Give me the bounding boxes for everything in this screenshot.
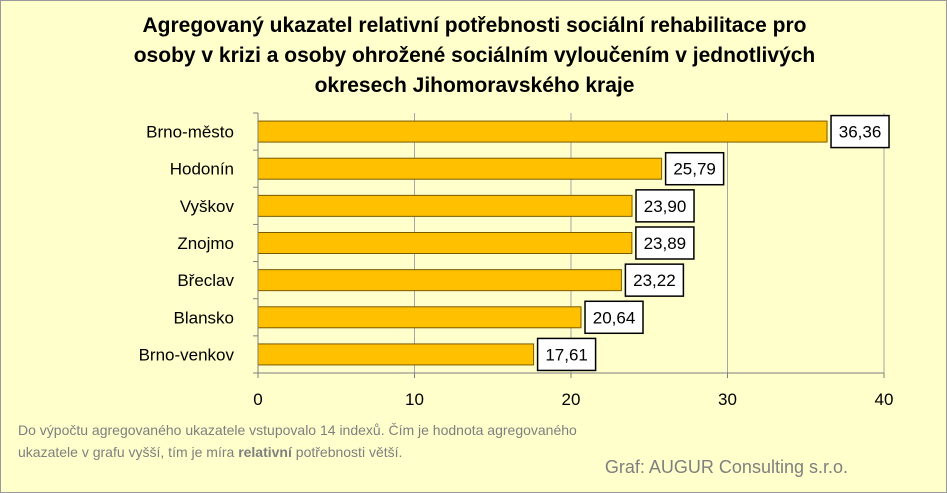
bar bbox=[257, 194, 633, 217]
bar bbox=[257, 269, 622, 292]
data-label-box bbox=[536, 337, 597, 372]
x-tick-label: 0 bbox=[253, 390, 262, 409]
bar bbox=[257, 306, 582, 329]
data-label-box bbox=[635, 189, 695, 223]
data-label: 17,61 bbox=[545, 345, 588, 364]
chart-title-line: okresech Jihomoravského kraje bbox=[314, 74, 635, 97]
chart-title: Agregovaný ukazatel relativní potřebnost… bbox=[61, 11, 888, 101]
category-label: Znojmo bbox=[177, 234, 234, 253]
category-label: Vyškov bbox=[180, 197, 235, 216]
category-label: Brno-venkov bbox=[139, 345, 235, 364]
category-label: Blansko bbox=[174, 308, 234, 327]
footnote-line: Do výpočtu agregovaného ukazatele vstupo… bbox=[18, 422, 577, 438]
footnote: Do výpočtu agregovaného ukazatele vstupo… bbox=[18, 419, 718, 463]
footnote-emphasis: relativní bbox=[238, 444, 292, 460]
category-label: Hodonín bbox=[170, 160, 234, 179]
data-label: 23,89 bbox=[644, 234, 687, 253]
chart-title-line: osoby v krizi a osoby ohrožené sociálním… bbox=[133, 44, 816, 67]
data-label-box bbox=[624, 263, 685, 297]
bar bbox=[257, 120, 828, 143]
data-label: 20,64 bbox=[593, 308, 636, 327]
bar bbox=[257, 343, 535, 366]
x-tick-label: 20 bbox=[562, 390, 581, 409]
data-label-box bbox=[830, 114, 890, 149]
footnote-text: potřebnosti větší. bbox=[291, 444, 403, 460]
data-label-box bbox=[635, 226, 695, 260]
footnote-line: ukazatele v grafu vyšší, tím je míra rel… bbox=[18, 441, 718, 463]
data-label: 23,22 bbox=[633, 271, 676, 290]
x-tick-label: 30 bbox=[718, 390, 737, 409]
bar bbox=[257, 157, 663, 180]
chart-title-line: Agregovaný ukazatel relativní potřebnost… bbox=[142, 14, 807, 37]
bar bbox=[257, 232, 633, 254]
data-label: 23,90 bbox=[644, 197, 687, 216]
data-label: 25,79 bbox=[673, 160, 716, 179]
data-label: 36,36 bbox=[839, 123, 882, 142]
category-label: Břeclav bbox=[177, 271, 234, 290]
data-label-box bbox=[584, 300, 644, 335]
data-label-box bbox=[664, 151, 725, 186]
x-tick-label: 40 bbox=[875, 390, 894, 409]
category-label: Brno-město bbox=[146, 123, 234, 142]
footnote-text: ukazatele v grafu vyšší, tím je míra bbox=[18, 444, 239, 460]
source-credit: Graf: AUGUR Consulting s.r.o. bbox=[604, 457, 848, 477]
x-tick-label: 10 bbox=[405, 390, 424, 409]
